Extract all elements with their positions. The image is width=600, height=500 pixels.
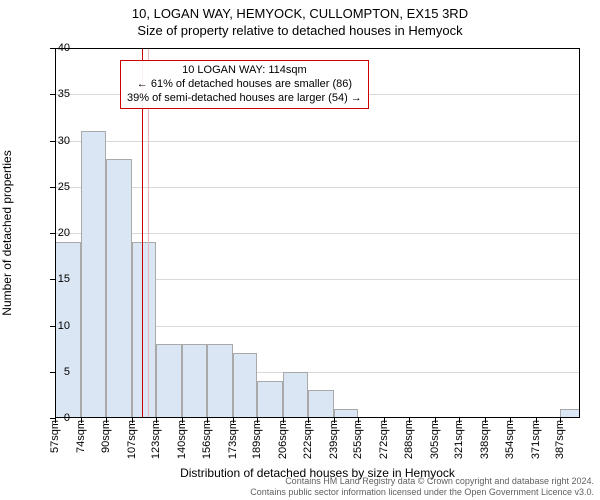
ytick-label: 40 xyxy=(40,42,70,54)
attribution-footer: Contains HM Land Registry data © Crown c… xyxy=(250,476,594,498)
footer-line-1: Contains HM Land Registry data © Crown c… xyxy=(250,476,594,487)
xtick-label: 123sqm xyxy=(150,420,162,459)
xtick-label: 74sqm xyxy=(75,420,87,453)
xtick-label: 156sqm xyxy=(201,420,213,459)
xtick-label: 90sqm xyxy=(100,420,112,453)
chart-subtitle: Size of property relative to detached ho… xyxy=(0,23,600,38)
ytick-label: 15 xyxy=(40,273,70,285)
xtick-label: 272sqm xyxy=(378,420,390,459)
plot-frame xyxy=(55,48,580,418)
ytick-label: 10 xyxy=(40,320,70,332)
ytick-label: 35 xyxy=(40,88,70,100)
footer-line-2: Contains public sector information licen… xyxy=(250,487,594,498)
ytick-label: 25 xyxy=(40,181,70,193)
xtick-label: 57sqm xyxy=(49,420,61,453)
xtick-label: 305sqm xyxy=(429,420,441,459)
ytick-label: 0 xyxy=(40,412,70,424)
chart-title: 10, LOGAN WAY, HEMYOCK, CULLOMPTON, EX15… xyxy=(0,0,600,21)
xtick-label: 222sqm xyxy=(302,420,314,459)
xtick-label: 140sqm xyxy=(176,420,188,459)
xtick-label: 173sqm xyxy=(227,420,239,459)
xtick-label: 338sqm xyxy=(479,420,491,459)
xtick-label: 288sqm xyxy=(403,420,415,459)
xtick-label: 239sqm xyxy=(328,420,340,459)
ytick-label: 20 xyxy=(40,227,70,239)
xtick-label: 321sqm xyxy=(453,420,465,459)
ytick-label: 5 xyxy=(40,366,70,378)
y-axis-label: Number of detached properties xyxy=(0,150,14,315)
xtick-label: 107sqm xyxy=(126,420,138,459)
xtick-label: 189sqm xyxy=(251,420,263,459)
ytick-label: 30 xyxy=(40,135,70,147)
xtick-label: 371sqm xyxy=(530,420,542,459)
xtick-label: 206sqm xyxy=(277,420,289,459)
xtick-label: 255sqm xyxy=(352,420,364,459)
xtick-label: 387sqm xyxy=(554,420,566,459)
xtick-label: 354sqm xyxy=(504,420,516,459)
